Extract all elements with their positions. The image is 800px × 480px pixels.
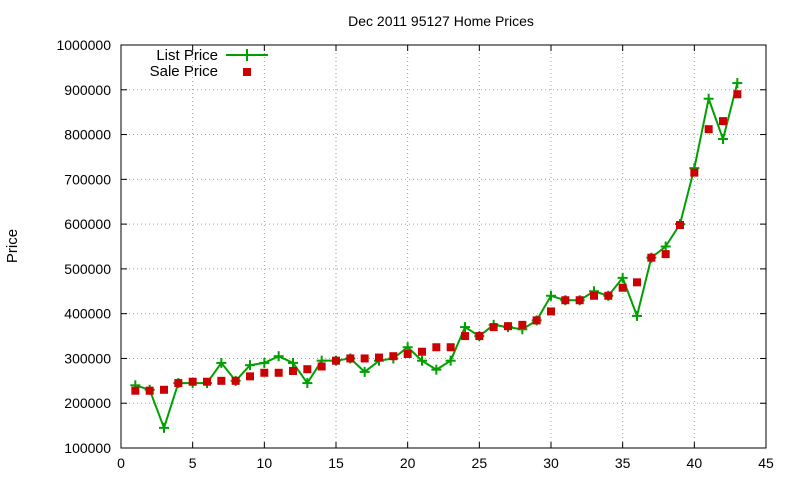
sale-price-point <box>518 320 527 329</box>
sale-price-point <box>489 323 498 332</box>
sale-price-point <box>260 368 269 377</box>
list-price-point <box>245 360 255 371</box>
x-tick-label: 5 <box>189 455 197 471</box>
list-price-point <box>288 357 298 368</box>
sale-price-point <box>303 365 312 374</box>
sale-price-point <box>389 352 398 361</box>
sale-price-point <box>217 376 226 385</box>
sale-price-point <box>575 296 584 305</box>
x-tick-label: 30 <box>543 455 559 471</box>
x-tick-label: 40 <box>687 455 703 471</box>
y-tick-label: 300000 <box>64 350 111 366</box>
list-price-point <box>718 134 728 145</box>
sale-price-point <box>446 343 455 352</box>
list-price-point <box>417 355 427 366</box>
x-tick-label: 25 <box>472 455 488 471</box>
list-price-point <box>546 290 556 301</box>
sale-price-point <box>661 250 670 259</box>
sale-price-point <box>504 322 512 331</box>
list-price-point <box>445 355 456 366</box>
sale-price-point <box>174 379 183 388</box>
y-tick-label: 600000 <box>64 216 111 232</box>
sale-price-point <box>403 349 412 358</box>
sale-price-point <box>432 343 441 352</box>
sale-price-point <box>346 354 355 363</box>
legend-label-sale-price: Sale Price <box>150 63 218 80</box>
sale-price-point <box>561 296 570 305</box>
sale-price-point <box>733 90 742 99</box>
list-price-point <box>703 93 714 104</box>
sale-price-point <box>145 386 154 395</box>
x-tick-label: 0 <box>117 455 125 471</box>
legend-marker-sale-price <box>243 68 251 76</box>
list-price-point <box>359 366 370 377</box>
sale-price-point <box>719 117 727 126</box>
sale-price-point <box>690 168 699 177</box>
sale-price-point <box>704 125 713 134</box>
list-price-point <box>460 322 470 333</box>
y-tick-label: 100000 <box>64 440 111 456</box>
sale-price-point <box>274 368 283 377</box>
x-tick-label: 10 <box>257 455 273 471</box>
sale-price-point <box>246 372 254 381</box>
sale-price-point <box>633 278 641 287</box>
y-tick-label: 500000 <box>64 261 111 277</box>
legend-marker-list-price <box>241 49 253 61</box>
sale-price-point <box>360 354 369 363</box>
sale-price-point <box>532 316 541 325</box>
sale-price-point <box>188 377 197 386</box>
sale-price-point <box>547 307 555 316</box>
y-tick-label: 400000 <box>64 306 111 322</box>
sale-price-point <box>231 376 240 385</box>
sale-price-point <box>418 347 426 356</box>
sale-price-point <box>375 353 383 362</box>
y-tick-label: 200000 <box>64 395 111 411</box>
y-axis-label: Price <box>4 229 21 263</box>
list-price-point <box>302 378 313 389</box>
sale-price-point <box>647 253 656 262</box>
legend: List Price Sale Price <box>150 47 268 80</box>
sale-price-point <box>461 332 469 341</box>
axis-ticks: 0 5 10 15 20 25 30 35 40 45 100000 200000 300000 4000… <box>56 37 774 471</box>
sale-price-point <box>131 386 140 395</box>
y-tick-label: 1000000 <box>56 37 111 53</box>
list-price-point <box>617 272 628 283</box>
sale-price-point <box>332 356 340 365</box>
list-price-point <box>732 78 743 89</box>
x-tick-label: 20 <box>400 455 416 471</box>
list-price-point <box>632 310 642 321</box>
list-price-point <box>216 357 227 368</box>
list-price-point <box>259 357 270 368</box>
x-tick-label: 15 <box>328 455 344 471</box>
series-layer <box>130 78 743 433</box>
list-price-point <box>431 364 442 375</box>
sale-price-point <box>317 362 326 371</box>
sale-price-point <box>604 291 613 300</box>
y-tick-label: 800000 <box>64 127 111 143</box>
list-price-point <box>273 351 284 362</box>
sale-price-point <box>203 377 211 386</box>
sale-price-point <box>618 283 627 292</box>
list-price-point <box>159 422 169 433</box>
sale-price-point <box>160 385 168 394</box>
list-price-point <box>660 241 671 252</box>
y-tick-label: 700000 <box>64 171 111 187</box>
sale-price-point <box>590 291 598 300</box>
sale-price-point <box>475 332 484 341</box>
x-tick-label: 35 <box>615 455 631 471</box>
legend-label-list-price: List Price <box>156 47 218 64</box>
chart-title: Dec 2011 95127 Home Prices <box>348 13 534 29</box>
x-tick-label: 45 <box>758 455 774 471</box>
sale-price-point <box>289 366 297 375</box>
sale-price-point <box>676 221 684 230</box>
y-tick-label: 900000 <box>64 82 111 98</box>
plot-frame <box>120 44 767 449</box>
